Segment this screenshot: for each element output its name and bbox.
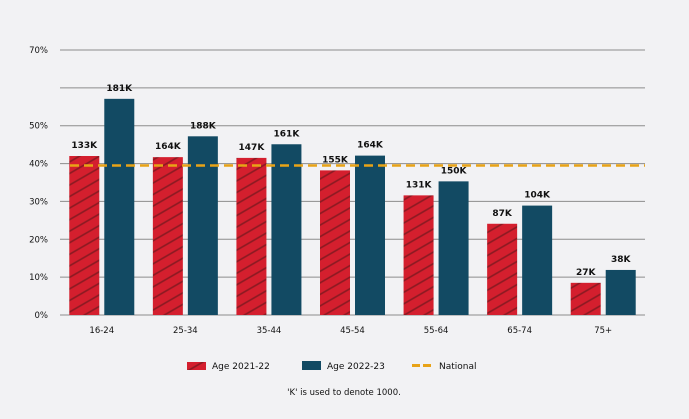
data-label: 38K xyxy=(611,255,632,265)
bar-2021-22 xyxy=(236,157,267,315)
data-label: 27K xyxy=(576,268,597,278)
bar-2022-23 xyxy=(271,144,302,315)
data-label: 104K xyxy=(524,191,551,201)
y-tick-label: 10% xyxy=(29,273,48,283)
bar-2021-22 xyxy=(487,223,518,315)
legend-swatch-2021-22 xyxy=(187,362,206,370)
x-tick-label: 16-24 xyxy=(89,326,114,336)
data-label: 155K xyxy=(322,155,349,165)
legend-swatch-2022-23 xyxy=(302,361,321,370)
legend-label-2021-22: Age 2021-22 xyxy=(212,362,270,372)
y-tick-label: 40% xyxy=(29,160,48,170)
x-tick-label: 45-54 xyxy=(340,326,365,336)
x-tick-label: 35-44 xyxy=(257,326,282,336)
y-tick-label: 20% xyxy=(29,235,48,245)
data-label: 164K xyxy=(357,141,384,151)
legend-label-national: National xyxy=(439,362,477,372)
bar-2022-23 xyxy=(104,98,135,315)
y-tick-label: 70% xyxy=(29,46,48,56)
bar-2021-22 xyxy=(152,157,183,315)
data-label: 131K xyxy=(406,180,433,190)
data-label: 188K xyxy=(190,121,217,131)
bar-2022-23 xyxy=(187,136,218,315)
x-tick-label: 75+ xyxy=(594,326,612,336)
data-label: 147K xyxy=(239,143,266,153)
data-label: 161K xyxy=(274,129,301,139)
bar-2022-23 xyxy=(522,205,553,315)
legend-label-2022-23: Age 2022-23 xyxy=(327,362,385,372)
x-tick-label: 25-34 xyxy=(173,326,198,336)
bar-2022-23 xyxy=(355,155,385,315)
x-tick-label: 55-64 xyxy=(424,326,449,336)
data-label: 133K xyxy=(71,141,98,151)
data-label: 87K xyxy=(492,209,513,219)
bar-2022-23 xyxy=(605,269,636,315)
bar-2021-22 xyxy=(403,195,434,315)
data-label: 150K xyxy=(441,166,468,176)
data-label: 164K xyxy=(155,142,182,152)
x-tick-label: 65-74 xyxy=(507,326,532,336)
bar-2021-22 xyxy=(69,156,100,315)
footnote: 'K' is used to denote 1000. xyxy=(287,388,401,398)
bar-2021-22 xyxy=(320,170,350,315)
data-label: 181K xyxy=(106,84,133,94)
bar-2022-23 xyxy=(438,181,469,315)
y-tick-label: 50% xyxy=(29,122,48,132)
y-tick-label: 0% xyxy=(35,311,49,321)
y-tick-label: 30% xyxy=(29,197,48,207)
bar-2021-22 xyxy=(570,282,601,315)
